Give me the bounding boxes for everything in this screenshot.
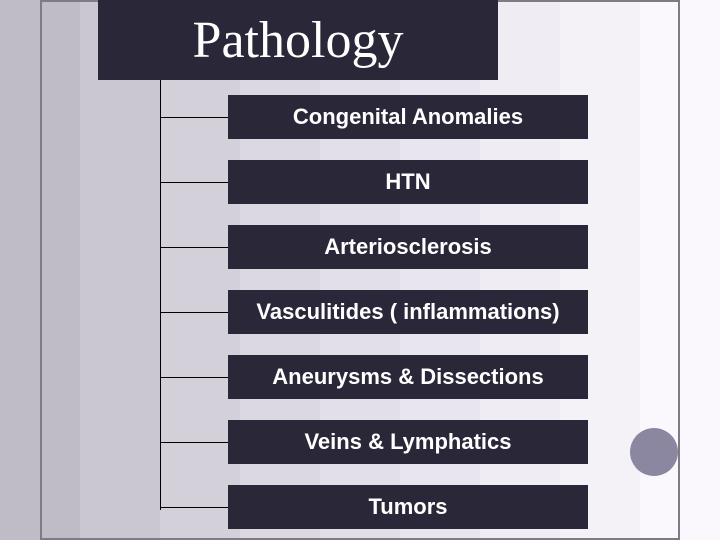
decorative-dot [630, 428, 678, 476]
item-node: Aneurysms & Dissections [228, 355, 588, 399]
item-label: Veins & Lymphatics [304, 429, 511, 455]
item-label: Aneurysms & Dissections [272, 364, 543, 390]
item-label: HTN [385, 169, 430, 195]
item-label: Arteriosclerosis [324, 234, 492, 260]
item-label: Congenital Anomalies [293, 104, 523, 130]
diagram-root-label: Pathology [193, 11, 404, 70]
item-node: Arteriosclerosis [228, 225, 588, 269]
item-node: Congenital Anomalies [228, 95, 588, 139]
item-node: Veins & Lymphatics [228, 420, 588, 464]
diagram-root-node: Pathology [98, 0, 498, 80]
item-node: Tumors [228, 485, 588, 529]
item-label: Tumors [368, 494, 447, 520]
item-label: Vasculitides ( inflammations) [256, 299, 559, 325]
item-node: Vasculitides ( inflammations) [228, 290, 588, 334]
item-node: HTN [228, 160, 588, 204]
